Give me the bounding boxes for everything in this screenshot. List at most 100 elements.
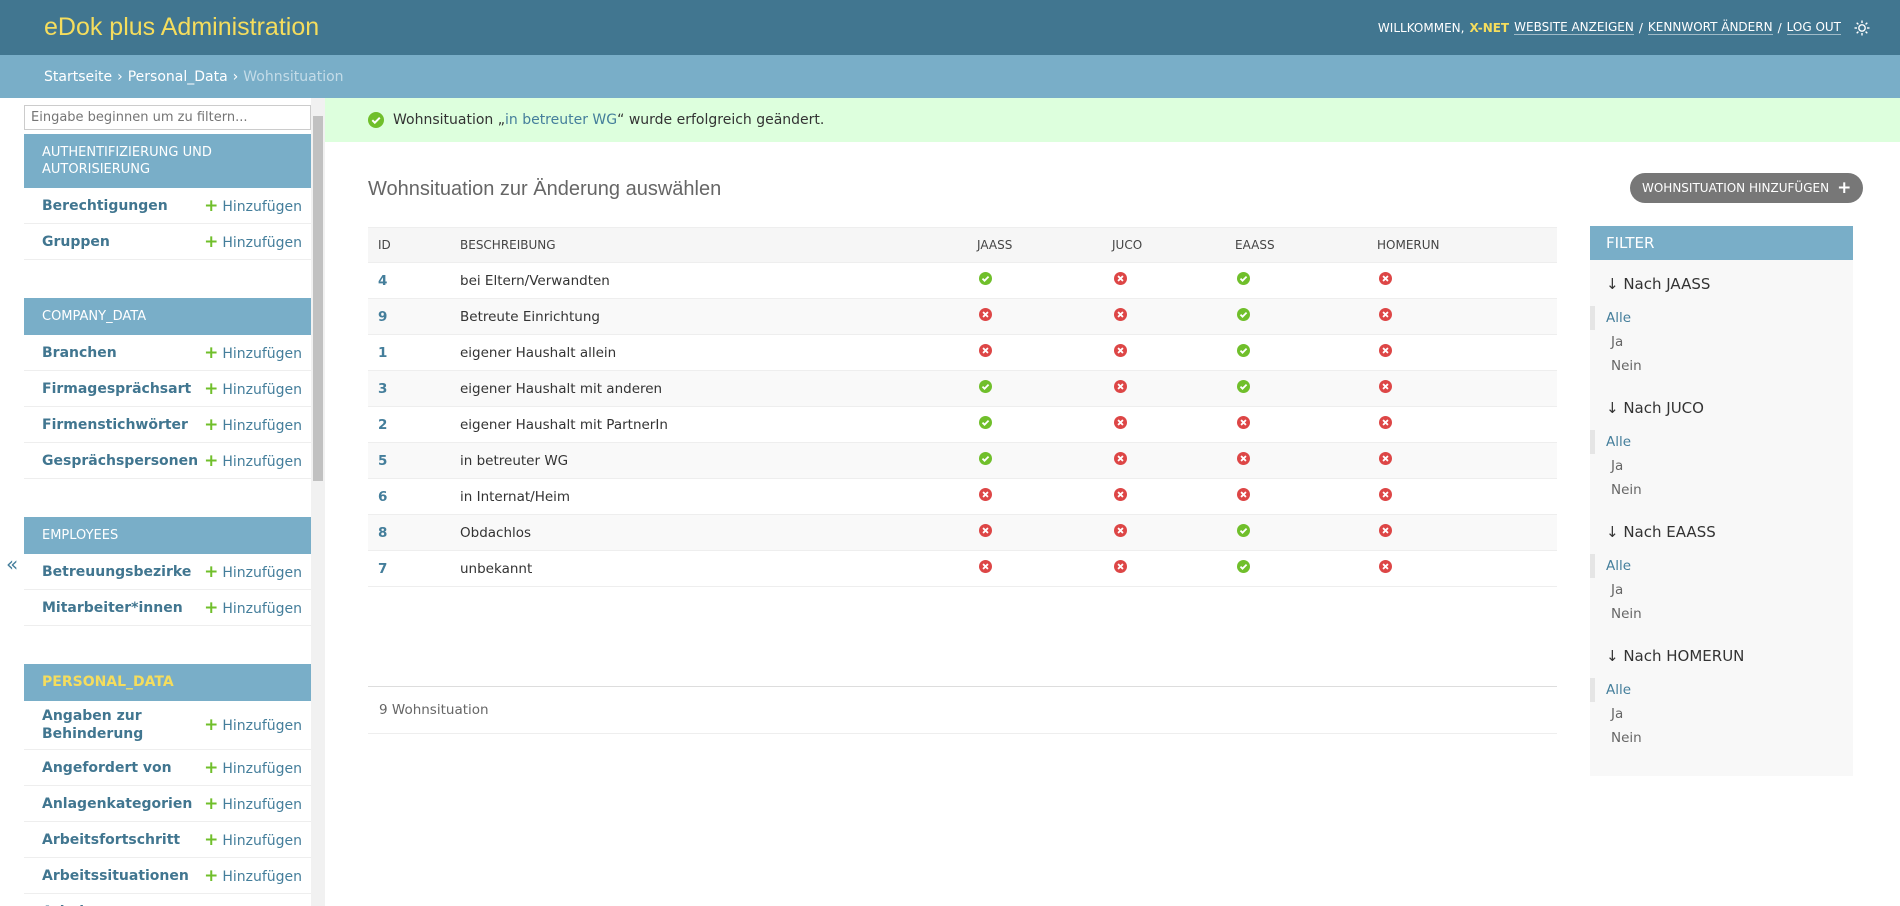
id-link[interactable]: 1 bbox=[378, 344, 388, 361]
icon-no bbox=[1379, 488, 1392, 501]
column-header[interactable]: EAASS bbox=[1225, 227, 1367, 263]
user-link[interactable]: WEBSITE ANZEIGEN bbox=[1514, 20, 1634, 35]
add-button[interactable]: WOHNSITUATION HINZUFÜGEN bbox=[1630, 173, 1864, 203]
filter-option-link[interactable]: Alle bbox=[1590, 554, 1837, 578]
model-link[interactable]: Firmagesprächsart bbox=[42, 380, 192, 397]
boolean-cell bbox=[967, 514, 1102, 551]
model-link[interactable]: Firmenstichwörter bbox=[42, 416, 188, 433]
filter-option-link[interactable]: Ja bbox=[1611, 334, 1624, 350]
app-caption[interactable]: PERSONAL_DATA bbox=[24, 664, 311, 701]
id-link[interactable]: 3 bbox=[378, 380, 388, 397]
breadcrumb-link[interactable]: Personal_Data bbox=[127, 68, 228, 85]
scroll-thumb[interactable] bbox=[313, 116, 323, 481]
model-link[interactable]: Gesprächspersonen bbox=[42, 452, 199, 469]
id-cell: 9 bbox=[368, 298, 450, 335]
id-link[interactable]: 7 bbox=[378, 560, 388, 577]
app-module: PERSONAL_DATA Angaben zur Behinderung Hinz… bbox=[24, 664, 311, 906]
model-link[interactable]: Arbeitssituationen bbox=[42, 867, 189, 884]
add-link[interactable]: Hinzufügen bbox=[204, 379, 302, 399]
sidebar-toggle[interactable]: « bbox=[0, 98, 24, 906]
table-row: 3 eigener Haushalt mit anderen bbox=[368, 370, 1557, 407]
model-link[interactable]: Branchen bbox=[42, 344, 117, 361]
model-link[interactable]: Berechtigungen bbox=[42, 197, 168, 214]
add-link[interactable]: Hinzufügen bbox=[204, 196, 302, 216]
filter-option-link[interactable]: Nein bbox=[1611, 482, 1642, 498]
app-caption[interactable]: AUTHENTIFIZIERUNG UND AUTORISIERUNG bbox=[24, 134, 311, 188]
filter-option-link[interactable]: Alle bbox=[1590, 430, 1837, 454]
boolean-cell bbox=[1102, 370, 1225, 407]
filter-option-link[interactable]: Nein bbox=[1611, 606, 1642, 622]
add-link[interactable]: Hinzufügen bbox=[204, 902, 302, 906]
column-header[interactable]: BESCHREIBUNG bbox=[450, 227, 967, 263]
breadcrumb-link[interactable]: Startseite bbox=[44, 68, 113, 85]
app-caption[interactable]: COMPANY_DATA bbox=[24, 298, 311, 335]
filter-group-title[interactable]: ↓ Nach JAASS bbox=[1606, 275, 1711, 293]
column-header[interactable]: HOMERUN bbox=[1367, 227, 1557, 263]
model-link[interactable]: Angefordert von bbox=[42, 759, 172, 776]
model-link[interactable]: Mitarbeiter*innen bbox=[42, 599, 183, 616]
id-link[interactable]: 2 bbox=[378, 416, 388, 433]
add-link[interactable]: Hinzufügen bbox=[204, 715, 302, 735]
filter-option: Nein bbox=[1606, 478, 1837, 502]
message-link[interactable]: in betreuter WG bbox=[504, 112, 618, 128]
site-title[interactable]: eDok plus Administration bbox=[44, 13, 320, 41]
add-link[interactable]: Hinzufügen bbox=[204, 451, 302, 471]
boolean-cell bbox=[967, 550, 1102, 587]
toggle-icon[interactable]: « bbox=[6, 552, 19, 576]
nav-filter[interactable] bbox=[24, 105, 311, 130]
icon-no bbox=[1114, 524, 1127, 537]
user-link[interactable]: LOG OUT bbox=[1786, 20, 1841, 35]
add-link[interactable]: Hinzufügen bbox=[204, 830, 302, 850]
model-link[interactable]: Gruppen bbox=[42, 233, 110, 250]
add-link[interactable]: Hinzufügen bbox=[204, 794, 302, 814]
model-link[interactable]: Betreuungsbezirke bbox=[42, 563, 192, 580]
filter-group-title[interactable]: ↓ Nach HOMERUN bbox=[1606, 647, 1745, 665]
filter-option-link[interactable]: Ja bbox=[1611, 458, 1624, 474]
icon-no bbox=[1237, 452, 1250, 465]
model-row: Anlagenkategorien Hinzufügen bbox=[24, 786, 311, 822]
add-link[interactable]: Hinzufügen bbox=[204, 343, 302, 363]
model-link[interactable]: Arbeitsstatus bbox=[42, 903, 192, 906]
app-caption[interactable]: EMPLOYEES bbox=[24, 517, 311, 554]
app-module: EMPLOYEES Betreuungsbezirke Hinzufügen Mita… bbox=[24, 517, 311, 626]
filter-option-link[interactable]: Ja bbox=[1611, 582, 1624, 598]
column-header[interactable]: ID bbox=[368, 227, 450, 263]
model-link[interactable]: Angaben zur Behinderung bbox=[42, 708, 144, 742]
filter-option: Ja bbox=[1606, 578, 1837, 602]
filter-option-link[interactable]: Alle bbox=[1590, 678, 1837, 702]
id-link[interactable]: 9 bbox=[378, 308, 388, 325]
add-link[interactable]: Hinzufügen bbox=[204, 598, 302, 618]
model-link[interactable]: Arbeitsfortschritt bbox=[42, 831, 181, 848]
theme-toggle[interactable] bbox=[1854, 20, 1870, 36]
filter-option: Alle bbox=[1590, 306, 1837, 330]
add-link[interactable]: Hinzufügen bbox=[204, 866, 302, 886]
filter-title: FILTER bbox=[1590, 226, 1853, 260]
model-row: Betreuungsbezirke Hinzufügen bbox=[24, 554, 311, 590]
user-link[interactable]: KENNWORT ÄNDERN bbox=[1647, 20, 1773, 35]
column-header[interactable]: JUCO bbox=[1102, 227, 1225, 263]
header: eDok plus Administration WILLKOMMEN, X-N… bbox=[0, 0, 1900, 55]
add-link[interactable]: Hinzufügen bbox=[204, 562, 302, 582]
description-cell: in betreuter WG bbox=[450, 442, 967, 479]
filter-option-link[interactable]: Nein bbox=[1611, 358, 1642, 374]
add-link[interactable]: Hinzufügen bbox=[204, 232, 302, 252]
id-link[interactable]: 4 bbox=[378, 272, 388, 289]
scrollbar[interactable] bbox=[311, 98, 325, 906]
filter-group: ↓ Nach JAASS Alle Ja Nein bbox=[1590, 260, 1853, 384]
id-cell: 6 bbox=[368, 478, 450, 515]
id-link[interactable]: 5 bbox=[378, 452, 388, 469]
icon-yes bbox=[1237, 308, 1250, 321]
model-link[interactable]: Anlagenkategorien bbox=[42, 795, 193, 812]
boolean-cell bbox=[1367, 478, 1557, 515]
filter-group-title[interactable]: ↓ Nach EAASS bbox=[1606, 523, 1716, 541]
user-tools: WILLKOMMEN, X-NET WEBSITE ANZEIGEN / KEN… bbox=[1378, 20, 1870, 36]
column-header[interactable]: JAASS bbox=[967, 227, 1102, 263]
filter-option-link[interactable]: Ja bbox=[1611, 706, 1624, 722]
filter-option-link[interactable]: Nein bbox=[1611, 730, 1642, 746]
id-link[interactable]: 6 bbox=[378, 488, 388, 505]
add-link[interactable]: Hinzufügen bbox=[204, 758, 302, 778]
id-link[interactable]: 8 bbox=[378, 524, 388, 541]
filter-option-link[interactable]: Alle bbox=[1590, 306, 1837, 330]
filter-group-title[interactable]: ↓ Nach JUCO bbox=[1606, 399, 1704, 417]
add-link[interactable]: Hinzufügen bbox=[204, 415, 302, 435]
